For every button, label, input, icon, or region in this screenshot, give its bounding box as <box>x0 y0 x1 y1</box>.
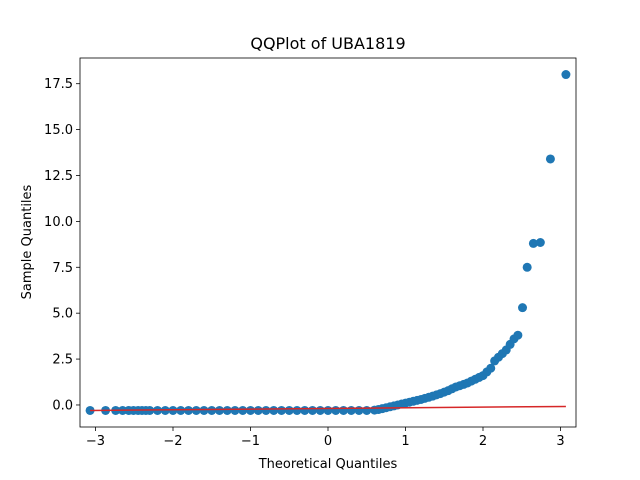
y-axis-ticks: 0.0 2.5 5.0 7.5 10.0 12.5 15.0 17.5 <box>44 77 80 413</box>
x-tick-label: −2 <box>163 434 182 449</box>
y-tick-label: 17.5 <box>44 77 73 92</box>
data-point <box>522 262 532 272</box>
x-axis-label: Theoretical Quantiles <box>258 457 398 472</box>
data-point <box>535 238 545 247</box>
data-point <box>362 405 372 415</box>
data-point <box>331 405 341 415</box>
data-point <box>300 405 310 415</box>
data-point <box>269 405 279 415</box>
chart-title: QQPlot of UBA1819 <box>250 34 405 53</box>
x-tick-label: 0 <box>324 434 332 449</box>
x-tick-label: −1 <box>241 434 260 449</box>
y-tick-label: 10.0 <box>44 215 73 230</box>
data-point <box>199 405 209 415</box>
data-point <box>315 405 325 415</box>
data-point <box>246 405 255 415</box>
data-point <box>323 405 333 415</box>
data-point <box>513 330 523 340</box>
data-point <box>561 70 571 80</box>
y-tick-label: 5.0 <box>52 307 73 322</box>
y-tick-label: 2.5 <box>52 353 73 368</box>
y-tick-label: 7.5 <box>52 261 73 276</box>
data-point <box>184 405 193 415</box>
reference-line <box>90 405 566 412</box>
data-point <box>277 405 286 415</box>
data-point <box>518 303 528 313</box>
x-axis-ticks: −3 −2 −1 0 1 2 3 <box>86 427 565 449</box>
data-point <box>292 405 302 415</box>
data-point <box>222 405 232 415</box>
data-point <box>354 405 364 415</box>
data-point <box>545 154 555 164</box>
data-point <box>528 238 538 248</box>
x-tick-label: 2 <box>479 434 487 449</box>
y-tick-label: 15.0 <box>44 123 73 138</box>
data-point <box>308 405 317 415</box>
data-point <box>176 405 186 415</box>
y-tick-label: 0.0 <box>52 398 73 413</box>
data-point <box>215 405 224 415</box>
data-point <box>238 405 248 415</box>
data-point <box>191 405 201 415</box>
data-point <box>207 405 217 415</box>
y-axis-label: Sample Quantiles <box>20 184 35 299</box>
data-point <box>486 363 496 373</box>
data-point <box>346 405 356 415</box>
x-tick-label: −3 <box>86 434 105 449</box>
plot-content <box>85 70 571 415</box>
data-point <box>339 405 348 415</box>
data-point <box>230 405 240 415</box>
data-point <box>284 405 294 415</box>
x-tick-label: 3 <box>556 434 564 449</box>
x-tick-label: 1 <box>401 434 409 449</box>
data-point <box>253 405 263 415</box>
data-point <box>261 405 271 415</box>
y-tick-label: 12.5 <box>44 169 73 184</box>
